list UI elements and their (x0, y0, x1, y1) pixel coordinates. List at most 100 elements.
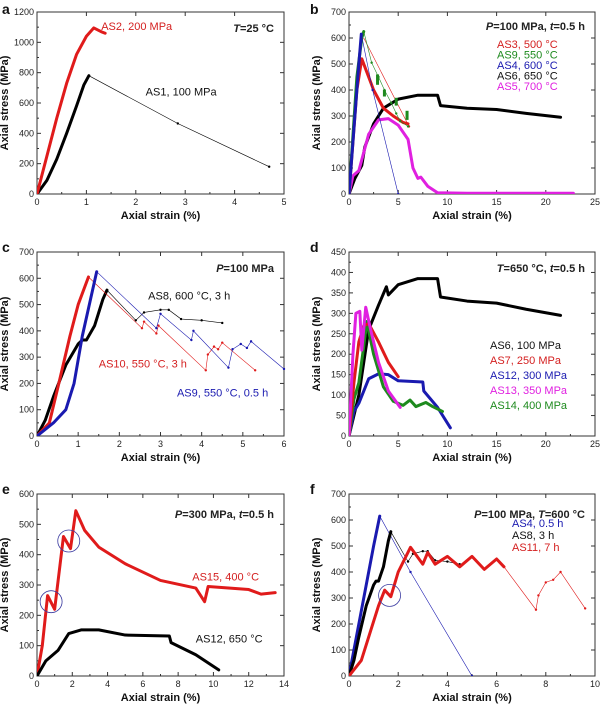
highlight-circle (378, 584, 401, 607)
y-tick-label: 700 (19, 247, 34, 257)
y-tick-label: 300 (19, 580, 34, 590)
data-point (406, 125, 410, 128)
series-line (37, 288, 109, 436)
series-line (349, 320, 444, 436)
x-tick-label: 3 (183, 197, 188, 207)
y-tick-label: 100 (19, 405, 34, 415)
x-tick-label: 5 (396, 439, 401, 449)
y-tick-label: 300 (331, 111, 346, 121)
panel-letter: e (2, 481, 10, 497)
y-tick-label: 400 (331, 567, 346, 577)
x-tick-label: 0 (34, 679, 39, 689)
data-point (544, 581, 547, 584)
series-line (349, 514, 382, 676)
y-tick-label: 200 (19, 159, 34, 169)
data-point (267, 165, 271, 168)
legend: AS6, 100 MPa AS7, 250 MPa AS12, 300 MPa AS1… (490, 340, 568, 412)
x-axis-label: Axial strain (%) (432, 210, 512, 222)
series-line (37, 74, 91, 194)
series-as13 (349, 305, 402, 436)
y-tick-label: 400 (331, 267, 346, 277)
series-line (349, 530, 393, 676)
y-axis-label: Axial stress (MPa) (0, 55, 11, 150)
series-as14 (349, 320, 444, 436)
panel-e: e 0 2 4 6 8 10 12 14 0 100 200 300 400 500 600 Axial str… (0, 481, 289, 704)
y-tick-label: 600 (19, 489, 34, 499)
legend-entry: AS3, 500 °C (497, 39, 558, 51)
x-tick-label: 6 (281, 439, 286, 449)
x-axis-label: Axial strain (%) (121, 210, 201, 222)
series-as6 (349, 93, 563, 194)
series-as6 (349, 277, 563, 436)
series-line (37, 628, 221, 676)
data-point (155, 332, 158, 335)
x-tick-label: 5 (281, 197, 286, 207)
series-as8 (349, 530, 461, 676)
y-tick-label: 1000 (14, 37, 34, 47)
y-tick-label: 300 (19, 352, 34, 362)
y-tick-label: 700 (331, 7, 346, 17)
plot-area (349, 30, 575, 194)
data-point (179, 317, 183, 321)
data-point (221, 321, 224, 325)
condition-label: P=100 MPa (216, 263, 275, 275)
data-point (409, 570, 412, 574)
series-as5 (349, 117, 575, 194)
x-tick-label: 4 (232, 197, 237, 207)
panel-c: c 0 1 2 3 4 5 6 0 100 200 300 400 500 600 700 Axial stra… (0, 239, 287, 464)
y-tick-label: 350 (331, 288, 346, 298)
panel-a: a 0 1 2 3 4 5 0 200 400 600 800 1000 1200 Axial strain… (0, 1, 287, 222)
panel-letter: a (2, 1, 10, 17)
y-tick-label: 250 (331, 329, 346, 339)
data-point (176, 122, 179, 125)
series-line (37, 275, 90, 436)
y-axis-label: Axial stress (MPa) (0, 296, 11, 391)
y-tick-label: 100 (19, 641, 34, 651)
y-tick-label: 450 (331, 247, 346, 257)
data-point (140, 327, 144, 330)
y-tick-label: 200 (331, 349, 346, 359)
panel-letter: b (310, 1, 319, 17)
legend-entry: AS6, 100 MPa (490, 340, 562, 352)
x-tick-label: 6 (140, 679, 145, 689)
data-point (370, 61, 373, 64)
data-point (192, 329, 195, 333)
y-tick-label: 0 (29, 189, 34, 199)
y-tick-label: 200 (331, 137, 346, 147)
plot-area (349, 277, 563, 436)
y-tick-label: 0 (341, 189, 346, 199)
series-tail-line (390, 531, 460, 565)
condition-label: T=650 °C, t=0.5 h (497, 263, 585, 275)
x-tick-label: 3 (158, 439, 163, 449)
x-tick-label: 12 (244, 679, 254, 689)
y-tick-label: 400 (19, 128, 34, 138)
series-label: AS1, 100 MPa (146, 86, 218, 98)
y-tick-label: 400 (19, 550, 34, 560)
panel-letter: c (2, 239, 10, 255)
series-as4 (349, 32, 400, 194)
legend-entry: AS6, 650 °C (497, 71, 558, 83)
legend-entry: AS12, 300 MPa (490, 370, 568, 382)
x-tick-label: 2 (133, 197, 138, 207)
y-tick-label: 400 (19, 326, 34, 336)
series-as11 (349, 545, 587, 676)
x-tick-label: 2 (117, 439, 122, 449)
y-tick-label: 800 (19, 68, 34, 78)
x-tick-label: 20 (541, 439, 551, 449)
data-point (142, 311, 146, 314)
series-as12 (37, 628, 221, 676)
series-line (349, 93, 563, 194)
legend-entry: AS8, 3 h (512, 530, 554, 542)
y-tick-label: 100 (331, 645, 346, 655)
x-tick-label: 8 (176, 679, 181, 689)
y-tick-label: 600 (19, 273, 34, 283)
y-tick-label: 100 (331, 163, 346, 173)
series-tail-line (96, 271, 285, 370)
y-tick-label: 1200 (14, 7, 34, 17)
series-label: AS15, 400 °C (192, 571, 259, 583)
series-line (349, 32, 363, 194)
data-point (397, 192, 400, 194)
y-tick-label: 600 (331, 33, 346, 43)
y-tick-label: 0 (341, 431, 346, 441)
legend-entry: AS11, 7 h (512, 542, 560, 554)
